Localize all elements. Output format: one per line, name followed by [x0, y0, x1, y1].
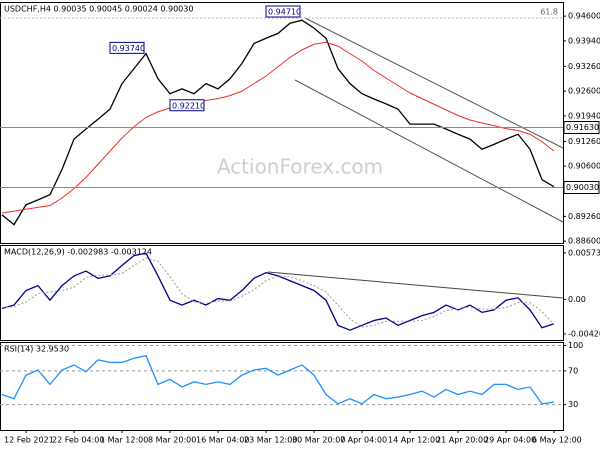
annotation-label: 0.94710: [268, 8, 301, 17]
x-tick-label: 7 Apr 04:00: [340, 436, 387, 445]
macd-frame: [0, 245, 564, 341]
level-label: 0.91630: [566, 123, 599, 132]
annotation-box: [109, 41, 145, 54]
y-tick-label: 0.89260: [568, 212, 600, 221]
series-line: [1, 19, 555, 226]
x-tick-label: 14 Apr 12:00: [388, 436, 440, 445]
x-tick-label: 30 Mar 20:00: [292, 436, 345, 445]
annotation-box: [265, 5, 301, 18]
y-tick-label: 0.93260: [568, 62, 600, 71]
y-tick-label: 30: [568, 400, 578, 409]
y-tick-label: 0.88600: [568, 237, 600, 246]
fib-label: 61.8: [540, 8, 558, 17]
series-line: [1, 252, 555, 331]
y-tick-label: 0.93940: [568, 36, 600, 45]
y-tick-label: 0.94600: [568, 12, 600, 21]
level-label: 0.90030: [566, 183, 599, 192]
y-tick-label: -0.004261: [568, 329, 600, 338]
rsi-title: RSI(14) 32.9530: [4, 345, 69, 354]
x-tick-label: 23 Mar 12:00: [244, 436, 297, 445]
annotation-box: [169, 99, 205, 112]
y-tick-label: 0.00: [568, 295, 586, 304]
watermark: ActionForex.com: [217, 155, 383, 179]
x-tick-label: 29 Apr 04:00: [484, 436, 536, 445]
x-tick-label: 12 Feb 2021: [4, 436, 54, 445]
channel-lower: [294, 79, 564, 223]
y-tick-label: 0.92600: [568, 87, 600, 96]
series-line: [1, 41, 555, 214]
macd-title: MACD(12,26,9) -0.002983 -0.003124: [4, 248, 152, 257]
x-tick-label: 21 Apr 20:00: [436, 436, 488, 445]
x-tick-label: 6 May 12:00: [532, 436, 582, 445]
rsi-frame: [0, 342, 564, 431]
series-line: [1, 354, 555, 405]
y-tick-label: 0.91260: [568, 137, 600, 146]
x-tick-label: 16 Mar 04:00: [196, 436, 249, 445]
y-tick-label: 0.91940: [568, 111, 600, 120]
x-tick-label: 8 Mar 20:00: [148, 436, 196, 445]
level-box: [563, 121, 600, 134]
level-box: [563, 181, 600, 194]
y-tick-label: 0.005739: [568, 248, 600, 257]
annotation-label: 0.93740: [112, 44, 145, 53]
y-tick-label: 70: [568, 366, 578, 375]
annotation-label: 0.92210: [172, 101, 205, 110]
macd-trendline: [267, 271, 564, 299]
channel-upper: [304, 17, 564, 149]
y-tick-label: 0.90600: [568, 162, 600, 171]
price-title: USDCHF,H4 0.90035 0.90045 0.90024 0.9003…: [4, 5, 193, 14]
x-tick-label: 1 Mar 12:00: [100, 436, 148, 445]
y-tick-label: 100: [568, 341, 583, 350]
x-tick-label: 22 Feb 04:00: [52, 436, 104, 445]
